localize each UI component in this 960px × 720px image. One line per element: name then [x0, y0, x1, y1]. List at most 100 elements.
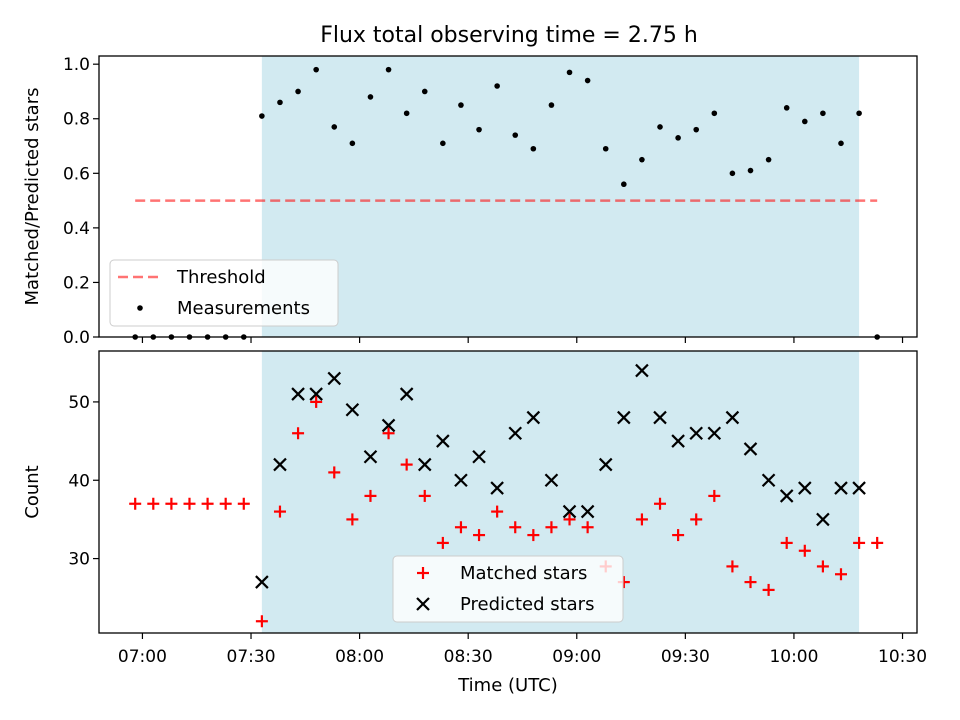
matched-star-point — [292, 427, 305, 440]
x-b — [689, 426, 703, 441]
y-tick-label: 1.0 — [63, 55, 90, 75]
predicted-star-point — [454, 473, 468, 488]
predicted-star-point — [327, 371, 342, 386]
predicted-star-point — [617, 410, 631, 425]
series-matched-stars — [129, 395, 884, 628]
predicted-star-point — [779, 489, 794, 503]
measurement-point — [675, 135, 681, 141]
measurement-point — [838, 140, 844, 147]
predicted-star-point — [399, 387, 414, 401]
measurement-point — [657, 124, 663, 130]
matched-star-point — [708, 489, 721, 502]
measurement-point — [584, 77, 591, 84]
x-tick-label: 07:30 — [227, 647, 276, 667]
matched-star-point — [545, 521, 558, 534]
measurement-point — [259, 113, 265, 119]
predicted-star-point — [671, 434, 685, 448]
matched-star-point — [871, 536, 884, 549]
y-tick-label: 30 — [68, 550, 90, 570]
measurement-point — [639, 156, 645, 163]
predicted-star-point — [852, 481, 866, 495]
matched-star-point — [183, 497, 196, 510]
measurement-point — [711, 110, 718, 117]
measurement-point — [548, 102, 555, 108]
matched-star-point — [310, 395, 323, 408]
predicted-star-point — [834, 481, 848, 495]
x-b — [417, 457, 432, 472]
matched-star-point — [491, 505, 504, 518]
legend-threshold-label: Threshold — [176, 267, 266, 288]
measurement-point — [820, 110, 826, 117]
matched-star-point — [165, 497, 178, 510]
predicted-star-point — [273, 457, 287, 472]
matched-star-point — [129, 497, 142, 510]
x-b — [671, 434, 685, 448]
predicted-star-point — [743, 442, 758, 456]
matched-star-point — [509, 521, 522, 534]
matched-star-point — [473, 529, 486, 542]
measurement-point — [512, 132, 519, 138]
x-tick-label: 10:00 — [769, 647, 818, 667]
predicted-star-point — [472, 449, 486, 464]
matched-star-point — [273, 505, 286, 518]
predicted-star-point — [816, 512, 830, 527]
measurement-point — [403, 110, 410, 117]
matched-star-point — [219, 497, 232, 510]
axes-frame — [98, 55, 918, 338]
matched-star-point — [816, 560, 829, 573]
x-b — [653, 410, 667, 425]
x-b — [761, 473, 776, 488]
series-measurements — [132, 66, 880, 340]
x-b — [490, 481, 504, 495]
y-tick-label: 50 — [68, 393, 90, 413]
legend-predicted-label: Predicted stars — [460, 594, 594, 615]
x-b — [779, 489, 794, 503]
predicted-star-point — [417, 457, 432, 472]
axes-frame — [98, 350, 918, 634]
x-b — [526, 410, 541, 425]
x-b — [743, 442, 758, 456]
x-tick-label: 08:30 — [444, 647, 493, 667]
matched-star-point — [346, 513, 359, 526]
measurement-point — [801, 118, 808, 125]
matched-star-point — [635, 513, 648, 526]
observing-span-shade — [261, 56, 860, 337]
predicted-star-point — [291, 387, 305, 401]
measurement-point — [765, 156, 772, 163]
predicted-star-point — [635, 363, 649, 378]
figure-title: Flux total observing time = 2.75 h — [320, 23, 698, 48]
predicted-star-point — [761, 473, 776, 488]
x-b — [363, 449, 378, 464]
x-b — [381, 418, 396, 433]
matched-star-point — [147, 497, 160, 510]
matched-star-point — [454, 521, 467, 534]
matched-star-point — [744, 576, 757, 589]
legend-matched-label: Matched stars — [460, 563, 587, 584]
x-tick-label: 09:00 — [552, 647, 601, 667]
x-tick-label: 08:00 — [335, 647, 384, 667]
matched-star-point — [798, 544, 811, 557]
matched-star-point — [436, 536, 449, 549]
predicted-star-point — [436, 434, 450, 448]
x-b — [816, 512, 830, 527]
measurement-point — [331, 124, 338, 130]
measurement-point — [385, 66, 392, 73]
predicted-star-point — [363, 449, 378, 464]
predicted-star-point — [309, 387, 323, 401]
matched-star-point — [726, 560, 739, 573]
x-b — [798, 481, 812, 495]
measurement-point — [566, 69, 573, 76]
x-b — [472, 449, 486, 464]
measurement-point — [349, 140, 356, 147]
predicted-star-point — [598, 457, 613, 472]
matched-star-point — [418, 489, 431, 502]
legend-predicted-swatch — [416, 597, 430, 611]
measurement-point — [621, 181, 627, 188]
x-tick-label: 09:30 — [661, 647, 710, 667]
measurement-point — [440, 140, 446, 147]
measurement-point — [295, 88, 301, 95]
matched-star-point — [328, 466, 341, 479]
x-b — [309, 387, 323, 401]
matched-star-point — [563, 513, 576, 526]
matched-star-point — [853, 536, 866, 549]
